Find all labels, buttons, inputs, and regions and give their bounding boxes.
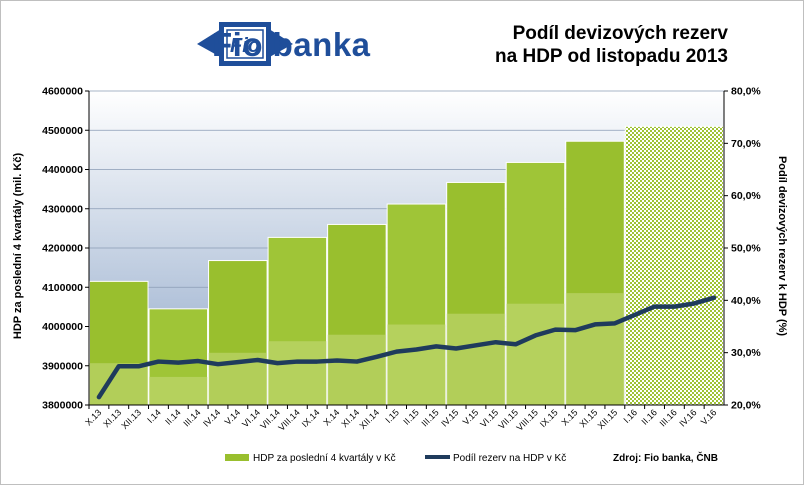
y-tick-label: 4000000 [42, 321, 83, 333]
x-tick-label: XII.13 [119, 407, 143, 431]
y2-tick-label: 30,0% [731, 347, 761, 359]
x-tick-label: IX.14 [300, 407, 322, 429]
legend-bar-label: HDP za poslední 4 kvartály v Kč [253, 453, 396, 464]
x-tick-label: III.16 [658, 407, 679, 428]
x-tick-label: V.15 [461, 407, 481, 427]
y-axis-title: HDP za poslední 4 kvartály (mil. Kč) [12, 153, 24, 340]
x-tick-label: VI.15 [478, 407, 500, 429]
x-tick-label: II.16 [640, 407, 659, 426]
y2-tick-label: 70,0% [731, 138, 761, 150]
x-tick-label: VIII.15 [514, 407, 539, 432]
legend: HDP za poslední 4 kvartály v Kč Podíl re… [225, 451, 718, 464]
x-tick-label: XI.15 [577, 407, 599, 429]
x-tick-label: XI.13 [101, 407, 123, 429]
bar-shade [268, 341, 327, 405]
x-tick-label: VIII.14 [276, 407, 301, 432]
y2-tick-label: 80,0% [731, 86, 761, 98]
bar [624, 125, 724, 406]
logo-flag-icon [197, 22, 293, 66]
bar-shade [446, 313, 506, 405]
bar-shade [327, 334, 387, 405]
y-tick-label: 4600000 [42, 86, 83, 98]
x-tick-label: XI.14 [339, 407, 361, 429]
logo-text: Fio [230, 35, 260, 57]
y-tick-label: 4300000 [42, 203, 83, 215]
x-tick-label: VI.14 [240, 407, 262, 429]
x-tick-label: I.15 [383, 407, 401, 425]
x-tick-label: X.13 [83, 407, 103, 427]
x-tick-label: III.14 [181, 407, 202, 428]
y2-tick-label: 40,0% [731, 295, 761, 307]
x-tick-label: II.15 [401, 407, 420, 426]
x-tick-label: IV.14 [201, 407, 222, 428]
y-tick-label: 3900000 [42, 360, 83, 372]
y2-tick-label: 20,0% [731, 400, 761, 412]
x-tick-label: X.15 [559, 407, 579, 427]
y-tick-label: 3800000 [42, 400, 83, 412]
x-tick-label: II.14 [163, 407, 182, 426]
y2-axis-title: Podíl devizových rezerv k HDP (%) [776, 156, 788, 336]
x-tick-label: I.16 [621, 407, 639, 425]
y-tick-label: 4100000 [42, 282, 83, 294]
y2-tick-label: 60,0% [731, 190, 761, 202]
bar-shade [565, 293, 625, 405]
y-tick-label: 4200000 [42, 243, 83, 255]
x-tick-label: IV.15 [439, 407, 460, 428]
legend-bar-swatch [225, 454, 249, 461]
x-tick-label: XII.14 [357, 407, 381, 431]
x-tick-label: V.16 [699, 407, 719, 427]
bar-shade [506, 303, 565, 405]
fio-logo: Fio [197, 22, 293, 66]
source-note: Zdroj: Fio banka, ČNB [613, 451, 718, 464]
y-tick-label: 4500000 [42, 125, 83, 137]
line-layer [96, 295, 717, 400]
brand-name: Fio banka [212, 26, 371, 63]
bar-shade [387, 324, 446, 405]
x-tick-label: V.14 [223, 407, 243, 427]
x-tick-label: III.15 [419, 407, 440, 428]
x-tick-label: XII.15 [596, 407, 620, 431]
y-tick-label: 4400000 [42, 164, 83, 176]
chart-title-line-1: Podíl devizových rezerv [512, 23, 728, 44]
x-tick-label: IV.16 [677, 407, 698, 428]
bar-shade [149, 376, 208, 405]
y2-tick-label: 50,0% [731, 243, 761, 255]
chart-title-line-2: na HDP od listopadu 2013 [495, 46, 728, 67]
x-tick-label: X.14 [321, 407, 341, 427]
x-tick-label: IX.15 [538, 407, 560, 429]
x-tick-label: I.14 [145, 407, 163, 425]
series-line [96, 295, 717, 400]
legend-line-label: Podíl rezerv na HDP v Kč [453, 453, 566, 464]
chart-title: Podíl devizových rezerv na HDP od listop… [440, 22, 728, 68]
